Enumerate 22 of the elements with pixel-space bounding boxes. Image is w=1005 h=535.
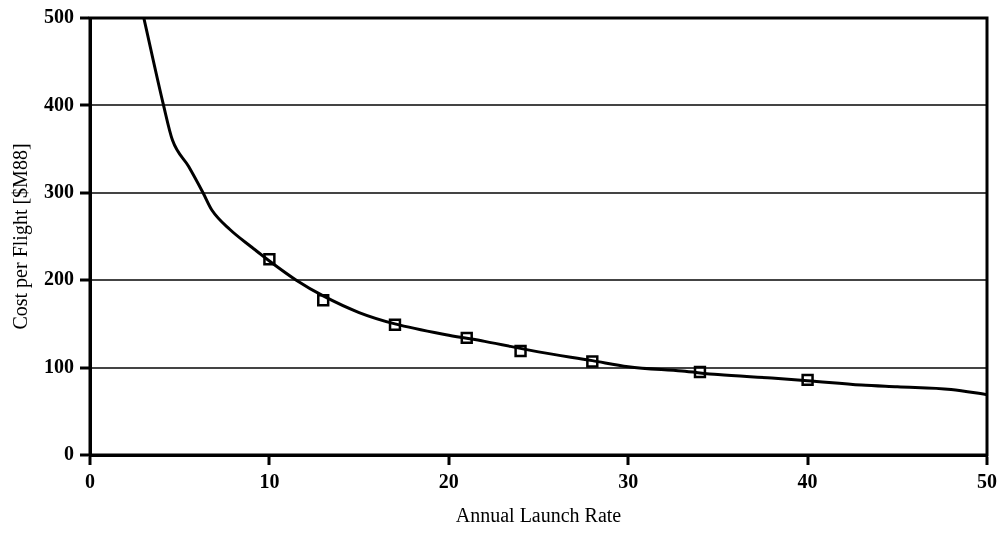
y-tick-label: 100 (44, 354, 74, 377)
point (693, 365, 707, 379)
y-tick-label: 500 (44, 5, 74, 28)
point (586, 355, 599, 368)
point (514, 344, 527, 358)
x-tick-label: 50 (977, 470, 997, 493)
x-tick-label: 20 (438, 470, 459, 493)
point (460, 331, 473, 345)
point (263, 253, 276, 266)
y-tick-label: 400 (44, 92, 74, 115)
point (388, 318, 402, 331)
x-tick-label: 40 (797, 470, 818, 493)
y-tick-label: 300 (44, 179, 74, 202)
x-tick-label: 30 (618, 470, 639, 493)
x-tick-label: 10 (259, 470, 280, 493)
y-tick-label: 0 (64, 442, 74, 465)
x-axis-title: Annual Launch Rate (455, 504, 622, 527)
y-tick-label: 200 (44, 267, 74, 290)
y-axis-title: Cost per Flight [$M88] (9, 143, 33, 330)
point (801, 373, 814, 387)
x-tick-label: 0 (85, 470, 95, 493)
point (317, 294, 330, 307)
